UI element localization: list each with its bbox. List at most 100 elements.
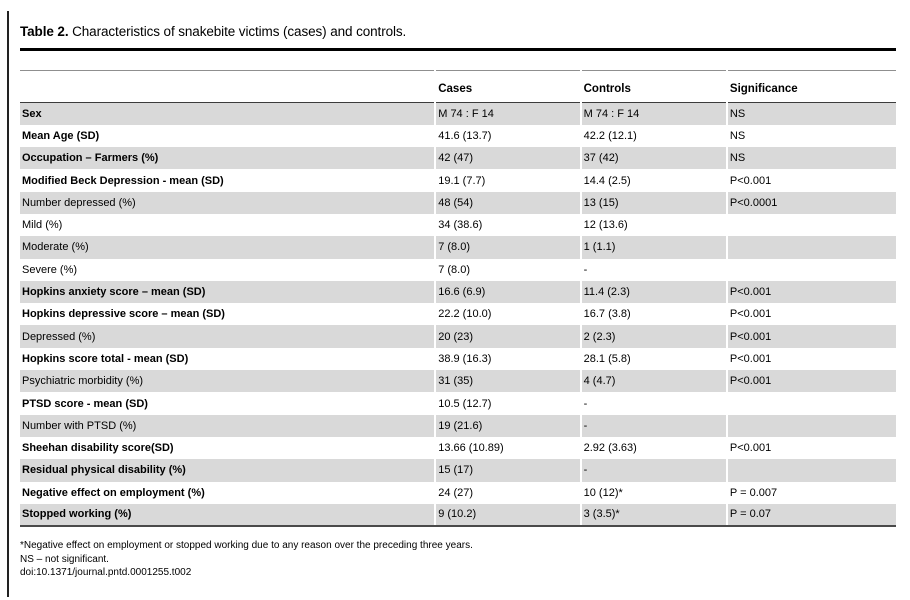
footnote-asterisk: *Negative effect on employment or stoppe… xyxy=(20,540,473,552)
row-label: Sheehan disability score(SD) xyxy=(22,442,174,455)
row-label: Number depressed (%) xyxy=(20,191,436,214)
controls-value: 1 (1.1) xyxy=(579,236,727,259)
characteristics-table: Cases Controls Significance Sex M 74 : F … xyxy=(20,70,896,528)
table-row: Hopkins anxiety score – mean (SD) 16.6 (6… xyxy=(20,280,896,304)
row-label: Depressed (%) xyxy=(20,325,436,348)
controls-value: 2.92 (3.63) xyxy=(579,436,727,460)
table-footnotes: *Negative effect on employment or stoppe… xyxy=(20,539,896,580)
table-row: Depressed (%) 20 (23) 2 (2.3) P<0.001 xyxy=(20,325,896,348)
significance-value: P<0.0001 xyxy=(725,191,896,214)
significance-value xyxy=(725,236,896,259)
table-row: Sex M 74 : F 14 M 74 : F 14 NS xyxy=(20,102,896,125)
controls-value: 13 (15) xyxy=(579,191,727,214)
controls-value: 4 (4.7) xyxy=(579,370,727,393)
table-row: Residual physical disability (%) 15 (17) - xyxy=(20,459,896,482)
table-row: Mean Age (SD) 41.6 (13.7) 42.2 (12.1) NS xyxy=(20,124,896,148)
row-label: Stopped working (%) xyxy=(20,503,436,528)
controls-value: 37 (42) xyxy=(579,147,727,170)
row-label: Psychiatric morbidity (%) xyxy=(20,370,436,393)
cases-value: 48 (54) xyxy=(434,191,581,214)
column-header-significance: Significance xyxy=(725,70,896,103)
controls-value: 12 (13.6) xyxy=(579,213,727,237)
significance-value: P<0.001 xyxy=(725,303,896,326)
controls-value: - xyxy=(579,392,727,415)
cases-value: 19 (21.6) xyxy=(434,414,581,437)
row-label: Mild (%) xyxy=(22,219,63,232)
table-row: Occupation – Farmers (%) 42 (47) 37 (42) NS xyxy=(20,147,896,170)
significance-value xyxy=(725,213,896,237)
cases-value: 38.9 (16.3) xyxy=(434,347,581,371)
controls-value: - xyxy=(579,258,727,281)
cases-value: 15 (17) xyxy=(434,459,581,482)
cases-value: 20 (23) xyxy=(434,325,581,348)
table-row: Hopkins score total - mean (SD) 38.9 (16.… xyxy=(20,347,896,371)
cases-value: 7 (8.0) xyxy=(434,258,581,281)
significance-value: NS xyxy=(725,147,896,170)
table-caption-text: Characteristics of snakebite victims (ca… xyxy=(68,24,407,39)
controls-value: 2 (2.3) xyxy=(579,325,727,348)
table-row: Number with PTSD (%) 19 (21.6) - xyxy=(20,414,896,437)
table-header-row: Cases Controls Significance xyxy=(20,70,896,103)
row-label: Hopkins depressive score – mean (SD) xyxy=(22,308,225,321)
row-label: Occupation – Farmers (%) xyxy=(20,147,436,170)
row-label: Negative effect on employment (%) xyxy=(22,486,205,499)
significance-value: P<0.001 xyxy=(725,370,896,393)
row-label: PTSD score - mean (SD) xyxy=(22,397,148,410)
column-header-controls: Controls xyxy=(579,70,727,103)
table-row: Psychiatric morbidity (%) 31 (35) 4 (4.7) P… xyxy=(20,370,896,393)
cases-value: 16.6 (6.9) xyxy=(434,280,581,304)
table-row: Modified Beck Depression - mean (SD) 19.1… xyxy=(20,169,896,192)
row-label: Mean Age (SD) xyxy=(22,129,100,142)
significance-value: NS xyxy=(725,124,896,148)
significance-value xyxy=(725,258,896,281)
row-label: Residual physical disability (%) xyxy=(20,459,436,482)
controls-value: 28.1 (5.8) xyxy=(579,347,727,371)
controls-value: 11.4 (2.3) xyxy=(579,280,727,304)
cases-value: 24 (27) xyxy=(434,481,581,504)
cases-value: 7 (8.0) xyxy=(434,236,581,259)
cases-value: 13.66 (10.89) xyxy=(434,436,581,460)
table-row: Mild (%) 34 (38.6) 12 (13.6) xyxy=(20,213,896,237)
significance-value: NS xyxy=(725,102,896,125)
row-label: Moderate (%) xyxy=(20,236,436,259)
significance-value xyxy=(725,459,896,482)
significance-value: P = 0.07 xyxy=(725,503,896,528)
page-left-rule xyxy=(7,11,9,597)
table-row: Moderate (%) 7 (8.0) 1 (1.1) xyxy=(20,236,896,259)
caption-divider-rule xyxy=(20,48,896,51)
significance-value: P<0.001 xyxy=(725,280,896,304)
significance-value: P = 0.007 xyxy=(725,481,896,504)
row-label: Number with PTSD (%) xyxy=(20,414,436,437)
footnote-doi: doi:10.1371/journal.pntd.0001255.t002 xyxy=(20,567,192,579)
cases-value: 9 (10.2) xyxy=(434,503,581,528)
column-header-empty xyxy=(20,70,436,103)
table-row: Severe (%) 7 (8.0) - xyxy=(20,258,896,281)
table-row: Sheehan disability score(SD) 13.66 (10.89… xyxy=(20,436,896,460)
cases-value: 19.1 (7.7) xyxy=(434,169,581,192)
table-row: Hopkins depressive score – mean (SD) 22.2… xyxy=(20,303,896,326)
row-label: Modified Beck Depression - mean (SD) xyxy=(22,174,224,187)
table-row: Negative effect on employment (%) 24 (27)… xyxy=(20,481,896,504)
cases-value: 34 (38.6) xyxy=(434,213,581,237)
row-label: Hopkins anxiety score – mean (SD) xyxy=(20,280,436,304)
cases-value: 41.6 (13.7) xyxy=(434,124,581,148)
significance-value: P<0.001 xyxy=(725,347,896,371)
significance-value xyxy=(725,392,896,415)
row-label: Severe (%) xyxy=(22,263,78,276)
cases-value: 42 (47) xyxy=(434,147,581,170)
controls-value: 3 (3.5)* xyxy=(579,503,727,528)
cases-value: 10.5 (12.7) xyxy=(434,392,581,415)
table-caption: Table 2. Characteristics of snakebite vi… xyxy=(20,24,896,39)
table-body: Sex M 74 : F 14 M 74 : F 14 NS Mean Age (SD)… xyxy=(20,102,896,528)
cases-value: M 74 : F 14 xyxy=(434,102,581,125)
controls-value: - xyxy=(579,414,727,437)
footnote-ns: NS – not significant. xyxy=(20,553,109,565)
cases-value: 31 (35) xyxy=(434,370,581,393)
significance-value xyxy=(725,414,896,437)
cases-value: 22.2 (10.0) xyxy=(434,303,581,326)
controls-value: - xyxy=(579,459,727,482)
controls-value: 42.2 (12.1) xyxy=(579,124,727,148)
table-caption-number: Table 2. xyxy=(20,24,69,39)
controls-value: M 74 : F 14 xyxy=(579,102,727,125)
